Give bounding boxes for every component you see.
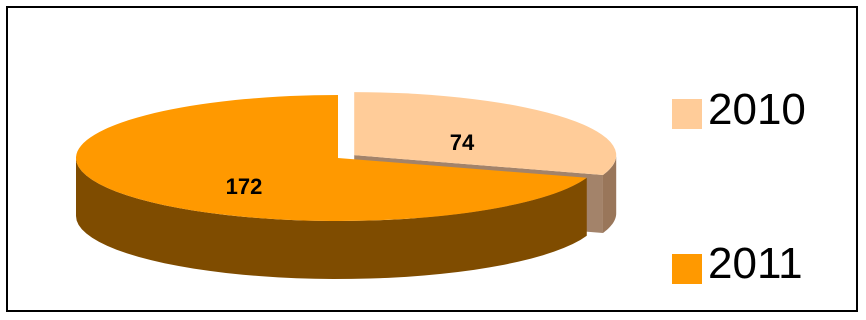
pie-group: 74 172 — [75, 92, 617, 279]
legend-label-2011: 2011 — [708, 239, 803, 288]
data-label-2011: 172 — [226, 174, 263, 199]
legend-label-2010: 2010 — [708, 85, 806, 134]
pie-slice-side-2010 — [602, 155, 617, 233]
data-label-2010: 74 — [450, 130, 475, 155]
pie-slice-side-2011 — [76, 158, 587, 279]
legend-swatch-2011 — [672, 254, 702, 284]
legend: 2010 2011 — [672, 85, 806, 288]
legend-swatch-2010 — [672, 99, 702, 129]
pie-slice-2011 — [75, 95, 587, 221]
chart-frame: 74 172 2010 2011 — [6, 6, 858, 312]
pie-chart: 74 172 2010 2011 — [75, 85, 806, 288]
pie-slice-2010 — [354, 92, 617, 175]
